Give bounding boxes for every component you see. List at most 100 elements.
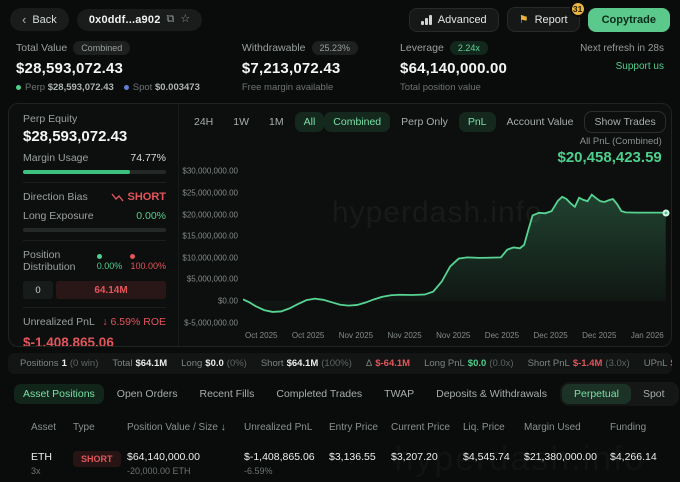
- tab-asset-positions[interactable]: Asset Positions: [14, 384, 104, 404]
- position-distribution-label: Position Distribution: [23, 249, 76, 273]
- toggle-perpetual[interactable]: Perpetual: [561, 384, 631, 404]
- advanced-button[interactable]: Advanced: [409, 7, 499, 32]
- divider: [23, 240, 166, 241]
- col-header-funding[interactable]: Funding: [610, 422, 647, 433]
- range-tab-all[interactable]: All: [294, 112, 325, 132]
- long-exposure-label: Long Exposure: [23, 210, 94, 222]
- y-tick-label: $30,000,000.00: [182, 166, 238, 176]
- leverage-sub: Total position value: [400, 82, 481, 93]
- wallet-address-pill[interactable]: 0x0ddf...a902 ⧉ ☆: [76, 8, 203, 31]
- tab-recent-fills[interactable]: Recent Fills: [199, 388, 255, 400]
- support-us-link[interactable]: Support us: [615, 61, 664, 72]
- trending-down-icon: [110, 193, 124, 201]
- summary-short-pnl: Short PnL $-1.4M (3.0x): [527, 358, 630, 369]
- summary-: Δ $-64.1M: [365, 358, 411, 369]
- stat-total-value: Total Value Combined $28,593,072.43 Perp…: [16, 41, 200, 93]
- cell-current-price: $3,207.20: [391, 451, 438, 463]
- col-header-margin-used[interactable]: Margin Used: [524, 422, 581, 433]
- bottom-tabs-row: Asset Positions Open Orders Recent Fills Co…: [0, 374, 680, 410]
- star-icon[interactable]: ☆: [180, 13, 191, 25]
- copytrade-button[interactable]: Copytrade: [587, 7, 670, 32]
- col-header-liq-price[interactable]: Liq. Price: [463, 422, 505, 433]
- stat-withdrawable: Withdrawable 25.23% $7,213,072.43 Free m…: [241, 41, 359, 93]
- x-tick-label: Jan 2026: [630, 331, 664, 340]
- back-button[interactable]: ‹ Back: [10, 8, 69, 31]
- chevron-left-icon: ‹: [22, 12, 27, 27]
- perp-dot-icon: [16, 85, 21, 90]
- margin-usage-fill: [23, 170, 130, 174]
- positions-summary-strip: Positions 1 (0 win) Total $64.1M Long $0.0 (0%)…: [8, 353, 672, 374]
- long-dot-icon: [96, 254, 102, 259]
- divider: [23, 307, 166, 308]
- report-count-badge: 31: [569, 1, 586, 17]
- tab-deposits-withdrawals[interactable]: Deposits & Withdrawals: [436, 388, 547, 400]
- range-tab-24h[interactable]: 24H: [194, 116, 214, 128]
- wallet-address: 0x0ddf...a902: [88, 13, 161, 26]
- spot-dot-icon: [123, 85, 129, 90]
- dist-short-segment: 64.14M: [56, 281, 166, 299]
- col-header-position-value-size[interactable]: Position Value / Size ↓: [127, 422, 226, 433]
- x-tick-label: Oct 2025: [291, 331, 325, 340]
- chart-area: $30,000,000.00 $25,000,000.00 $20,000,000.…: [182, 166, 670, 328]
- stats-row: Total Value Combined $28,593,072.43 Perp…: [0, 38, 680, 103]
- x-tick-label: Nov 2025: [436, 331, 471, 340]
- leverage-label: Leverage: [400, 42, 444, 54]
- long-exposure-bar: [23, 228, 166, 232]
- stat-leverage: Leverage 2.24x $64,140,000.00 Total posi…: [400, 41, 507, 93]
- withdrawable-label: Withdrawable: [241, 42, 306, 54]
- unrealized-pnl-label: Unrealized PnL: [23, 316, 95, 328]
- tab-completed-trades[interactable]: Completed Trades: [276, 388, 363, 400]
- withdrawable-value: $7,213,072.43: [241, 60, 341, 77]
- cell-funding: $4,266.14: [610, 451, 657, 463]
- advanced-label: Advanced: [437, 13, 487, 26]
- tab-twap[interactable]: TWAP: [384, 388, 415, 400]
- summary-upnl: UPnL$-1.4M(0% win): [643, 358, 672, 369]
- chart-mode-perp-only[interactable]: Perp Only: [401, 116, 448, 128]
- chart-mode-pnl[interactable]: PnL: [458, 112, 496, 132]
- y-axis: $30,000,000.00 $25,000,000.00 $20,000,000.…: [182, 166, 243, 328]
- all-pnl-label: All PnL (Combined): [579, 136, 662, 147]
- col-header-current-price[interactable]: Current Price: [391, 422, 450, 433]
- table-row[interactable]: ETH 3x SHORT $64,140,000.00 -20,000.00 ETH $-…: [31, 445, 666, 482]
- bottom-tabs: Asset Positions Open Orders Recent Fills Co…: [14, 384, 556, 404]
- chart-mode-show-trades[interactable]: Show Trades: [584, 111, 666, 133]
- sort-desc-icon: ↓: [217, 422, 226, 433]
- toggle-spot[interactable]: Spot: [642, 388, 665, 400]
- col-header-asset[interactable]: Asset: [31, 422, 57, 433]
- y-tick-label: $0.00: [217, 296, 238, 306]
- summary-total: Total $64.1M: [112, 358, 168, 369]
- chart-mode-account-value[interactable]: Account Value: [506, 116, 574, 128]
- tab-open-orders[interactable]: Open Orders: [116, 388, 178, 400]
- y-tick-label: $-5,000,000.00: [184, 318, 238, 328]
- range-tabs: 24H 1W 1M All: [185, 112, 325, 132]
- chart-mode-combined[interactable]: Combined: [324, 112, 391, 132]
- perp-equity-label: Perp Equity: [23, 113, 78, 125]
- refresh-countdown: Next refresh in 28s: [580, 43, 664, 54]
- col-header-type[interactable]: Type: [73, 422, 95, 433]
- back-label: Back: [32, 13, 57, 26]
- y-tick-label: $25,000,000.00: [182, 188, 238, 198]
- copy-icon[interactable]: ⧉: [166, 13, 175, 25]
- withdrawable-pct-badge: 25.23%: [311, 41, 359, 55]
- x-tick-label: Dec 2025: [582, 331, 617, 340]
- all-pnl-readout: All PnL (Combined) $20,458,423.59: [185, 136, 662, 166]
- spot-breakdown: Spot $0.003473: [123, 82, 200, 93]
- report-button[interactable]: ⚑ Report 31: [506, 1, 586, 32]
- range-tab-1m[interactable]: 1M: [269, 116, 284, 128]
- col-header-unrealized-pnl[interactable]: Unrealized PnL: [244, 422, 313, 433]
- x-tick-label: Nov 2025: [387, 331, 422, 340]
- col-header-entry-price[interactable]: Entry Price: [329, 422, 378, 433]
- summary-short: Short $64.1M (100%): [260, 358, 352, 369]
- x-axis: Oct 2025 Oct 2025 Nov 2025 Nov 2025 Nov 2025…: [243, 327, 666, 340]
- position-distribution-bar: 0 64.14M: [23, 281, 166, 299]
- chart-mode-buttons: Combined Perp Only PnL Account Value Show Tr…: [324, 111, 666, 133]
- range-tab-1w[interactable]: 1W: [233, 116, 250, 128]
- pnl-chart[interactable]: [243, 167, 670, 327]
- chart-endpoint-marker: [662, 209, 670, 217]
- direction-bias-label: Direction Bias: [23, 191, 88, 203]
- summary-long-pnl: Long PnL $0.0 (0.0x): [424, 358, 514, 369]
- total-value-label: Total Value: [16, 42, 68, 54]
- dist-short-pct: 100.00%: [130, 251, 166, 271]
- direction-bias-value: SHORT: [110, 191, 166, 203]
- stats-right: Next refresh in 28s Support us: [580, 41, 664, 72]
